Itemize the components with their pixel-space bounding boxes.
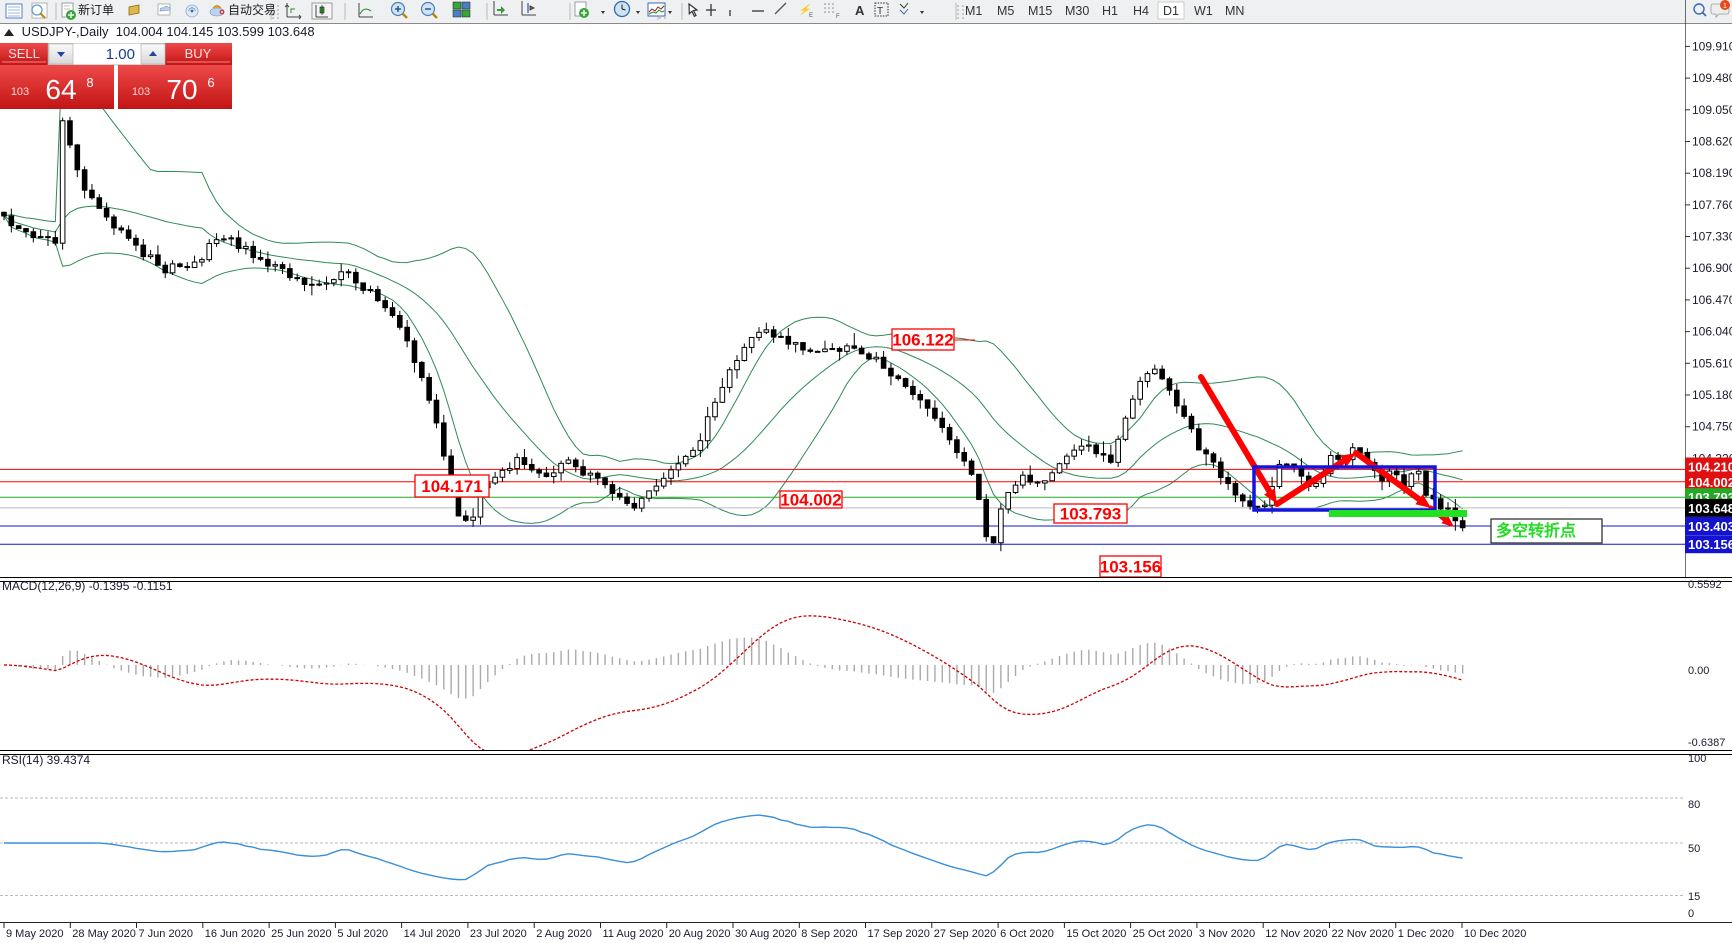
- svg-text:108.620: 108.620: [1692, 135, 1732, 149]
- svg-text:1.00: 1.00: [106, 46, 135, 63]
- svg-text:106.470: 106.470: [1692, 293, 1732, 307]
- svg-text:105.610: 105.610: [1692, 356, 1732, 370]
- svg-text:103: 103: [11, 86, 29, 98]
- svg-text:22 Nov 2020: 22 Nov 2020: [1332, 928, 1394, 940]
- svg-text:104.210: 104.210: [1688, 460, 1732, 475]
- svg-text:30 Aug 2020: 30 Aug 2020: [735, 928, 797, 940]
- svg-text:103.403: 103.403: [1688, 519, 1732, 534]
- svg-text:5 Jul 2020: 5 Jul 2020: [337, 928, 388, 940]
- svg-text:104.750: 104.750: [1692, 420, 1732, 434]
- svg-text:106.900: 106.900: [1692, 261, 1732, 275]
- svg-text:105.180: 105.180: [1692, 388, 1732, 402]
- svg-text:1 Dec 2020: 1 Dec 2020: [1398, 928, 1454, 940]
- svg-text:103.156: 103.156: [1688, 537, 1732, 552]
- svg-text:64: 64: [45, 74, 76, 105]
- svg-text:8 Sep 2020: 8 Sep 2020: [801, 928, 857, 940]
- svg-text:109.050: 109.050: [1692, 103, 1732, 117]
- svg-text:104.002: 104.002: [1688, 475, 1732, 490]
- svg-text:0.5592: 0.5592: [1688, 579, 1722, 591]
- svg-text:17 Sep 2020: 17 Sep 2020: [868, 928, 930, 940]
- svg-text:20 Aug 2020: 20 Aug 2020: [669, 928, 731, 940]
- svg-text:103.648: 103.648: [1688, 501, 1732, 516]
- svg-text:27 Sep 2020: 27 Sep 2020: [934, 928, 996, 940]
- svg-text:11 Aug 2020: 11 Aug 2020: [603, 928, 664, 940]
- svg-text:6 Oct 2020: 6 Oct 2020: [1000, 928, 1054, 940]
- svg-text:16 Jun 2020: 16 Jun 2020: [205, 928, 266, 940]
- svg-text:15: 15: [1688, 891, 1700, 903]
- svg-text:50: 50: [1688, 843, 1700, 855]
- svg-text:15 Oct 2020: 15 Oct 2020: [1066, 928, 1126, 940]
- svg-text:RSI(14) 39.4374: RSI(14) 39.4374: [2, 753, 90, 767]
- svg-text:108.190: 108.190: [1692, 166, 1732, 180]
- svg-text:107.760: 107.760: [1692, 198, 1732, 212]
- svg-text:MACD(12,26,9) -0.1395 -0.1151: MACD(12,26,9) -0.1395 -0.1151: [2, 579, 173, 593]
- svg-text:2 Aug 2020: 2 Aug 2020: [536, 928, 592, 940]
- svg-text:6: 6: [207, 75, 214, 90]
- svg-text:80: 80: [1688, 799, 1700, 811]
- svg-text:109.910: 109.910: [1692, 39, 1732, 53]
- svg-text:8: 8: [86, 75, 93, 90]
- svg-text:23 Jul 2020: 23 Jul 2020: [470, 928, 527, 940]
- svg-text:0: 0: [1688, 908, 1694, 920]
- svg-text:103: 103: [132, 86, 150, 98]
- svg-text:SELL: SELL: [8, 46, 40, 61]
- svg-text:25 Jun 2020: 25 Jun 2020: [271, 928, 332, 940]
- svg-text:12 Nov 2020: 12 Nov 2020: [1265, 928, 1327, 940]
- svg-text:BUY: BUY: [185, 46, 212, 61]
- svg-text:107.330: 107.330: [1692, 230, 1732, 244]
- svg-text:-0.6387: -0.6387: [1688, 737, 1725, 749]
- svg-text:0.00: 0.00: [1688, 665, 1709, 677]
- svg-text:103.156: 103.156: [1100, 558, 1161, 577]
- svg-text:106.122: 106.122: [892, 331, 953, 350]
- svg-text:106.040: 106.040: [1692, 325, 1732, 339]
- svg-text:109.480: 109.480: [1692, 71, 1732, 85]
- svg-text:多空转折点: 多空转折点: [1496, 521, 1576, 540]
- svg-text:103.793: 103.793: [1060, 505, 1121, 524]
- svg-text:70: 70: [166, 74, 197, 105]
- svg-text:104.002: 104.002: [780, 491, 841, 510]
- svg-text:10 Dec 2020: 10 Dec 2020: [1464, 928, 1526, 940]
- svg-text:25 Oct 2020: 25 Oct 2020: [1133, 928, 1193, 940]
- svg-text:9 May 2020: 9 May 2020: [6, 928, 63, 940]
- svg-text:104.171: 104.171: [421, 477, 482, 496]
- svg-text:3 Nov 2020: 3 Nov 2020: [1199, 928, 1255, 940]
- svg-text:28 May 2020: 28 May 2020: [72, 928, 136, 940]
- svg-text:14 Jul 2020: 14 Jul 2020: [404, 928, 461, 940]
- svg-text:100: 100: [1688, 753, 1706, 765]
- svg-text:7 Jun 2020: 7 Jun 2020: [139, 928, 193, 940]
